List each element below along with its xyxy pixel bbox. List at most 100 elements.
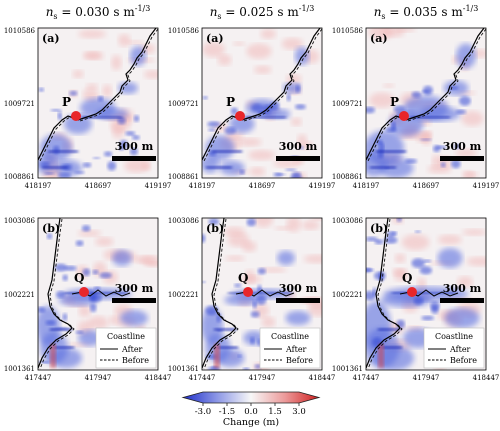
panel-b: Q (b) 300 m Coastline After Before 1003086 1002…	[4, 217, 172, 382]
y-tick-label: 1008861	[332, 173, 363, 181]
scale-bar-label: 300 m	[115, 282, 154, 295]
column-header: ns = 0.035 s m-1/3	[374, 4, 479, 21]
colorbar-tick-label: 0.0	[244, 407, 258, 417]
panel-frame	[201, 217, 323, 371]
y-tick-label: 1003086	[332, 217, 364, 225]
scale-bar	[440, 298, 484, 303]
legend-after: After	[121, 345, 143, 354]
x-tick-label: 419197	[145, 182, 172, 190]
scale-bar	[276, 298, 320, 303]
y-tick-label: 1003086	[168, 217, 200, 225]
x-tick-label: 418447	[473, 374, 500, 382]
y-tick-label: 1010586	[4, 27, 36, 35]
panel-label: (b)	[206, 222, 224, 235]
x-tick-label: 418197	[189, 182, 216, 190]
x-tick-label: 417947	[413, 374, 440, 382]
colorbar-tick-label: -3.0	[195, 407, 211, 417]
point-label: P	[62, 95, 71, 109]
coastline-before	[39, 218, 75, 370]
scale-bar	[276, 156, 320, 161]
scale-bar-label: 300 m	[443, 282, 482, 295]
scale-bar	[440, 156, 484, 161]
x-tick-label: 418447	[145, 374, 172, 382]
y-tick-label: 1010586	[332, 27, 364, 35]
coastline-after	[38, 28, 157, 161]
legend-title: Coastline	[107, 332, 145, 341]
point-q-marker	[243, 287, 253, 297]
panel-frame	[365, 217, 487, 371]
y-tick-label: 1009721	[332, 100, 363, 108]
panel-label: (a)	[42, 32, 60, 45]
x-tick-label: 419197	[309, 182, 336, 190]
panel-frame	[365, 27, 487, 179]
point-label: Q	[238, 271, 248, 285]
coastline-after	[202, 28, 321, 161]
scale-bar-label: 300 m	[279, 140, 318, 153]
panel-b: Q (b) 300 m Coastline After Before 1003086 1002…	[332, 217, 500, 382]
legend: Coastline After Before	[95, 327, 157, 369]
y-tick-label: 1009721	[4, 100, 35, 108]
x-tick-label: 417447	[189, 374, 216, 382]
y-tick-label: 1002221	[4, 291, 35, 299]
scale-bar	[112, 156, 156, 161]
panel-label: (b)	[42, 222, 60, 235]
point-label: Q	[402, 271, 412, 285]
legend-title: Coastline	[271, 332, 309, 341]
x-tick-label: 418697	[249, 182, 276, 190]
scale-bar-label: 300 m	[279, 282, 318, 295]
x-tick-label: 418697	[85, 182, 112, 190]
point-label: P	[390, 95, 399, 109]
panel-frame	[201, 27, 323, 179]
y-tick-label: 1002221	[332, 291, 363, 299]
point-q-marker	[407, 287, 417, 297]
y-tick-label: 1008861	[4, 173, 35, 181]
colorbar: -3.0 -1.5 0.0 1.5 3.0 Change (m)	[181, 391, 321, 428]
coastline-after	[202, 218, 237, 369]
x-tick-label: 418697	[413, 182, 440, 190]
colorbar-label: Change (m)	[223, 417, 279, 428]
y-tick-label: 1003086	[4, 217, 36, 225]
point-q-marker	[79, 287, 89, 297]
legend: Coastline After Before	[423, 327, 485, 369]
y-tick-label: 1009721	[168, 100, 199, 108]
panel-frame	[37, 27, 159, 179]
scale-bar-label: 300 m	[443, 140, 482, 153]
panel-label: (b)	[370, 222, 388, 235]
y-tick-label: 1010586	[168, 27, 200, 35]
colorbar-bar	[181, 391, 321, 404]
panel-label: (a)	[370, 32, 388, 45]
y-tick-label: 1001361	[168, 365, 199, 373]
y-tick-label: 1008861	[168, 173, 199, 181]
scale-bar	[112, 298, 156, 303]
point-label: P	[226, 95, 235, 109]
column-header: ns = 0.025 s m-1/3	[210, 4, 315, 21]
coastline-after	[38, 218, 73, 369]
x-tick-label: 417947	[85, 374, 112, 382]
coastline-before	[203, 218, 239, 370]
legend-after: After	[449, 345, 471, 354]
point-label: Q	[74, 271, 84, 285]
legend-after: After	[285, 345, 307, 354]
panel-frame	[37, 217, 159, 371]
colorbar-tick-label: 3.0	[292, 407, 306, 417]
legend-title: Coastline	[435, 332, 473, 341]
x-tick-label: 418197	[353, 182, 380, 190]
x-tick-label: 417947	[249, 374, 276, 382]
point-p-marker	[235, 111, 245, 121]
coastline-before	[367, 218, 403, 370]
point-p-marker	[399, 111, 409, 121]
y-tick-label: 1002221	[168, 291, 199, 299]
legend-before: Before	[122, 356, 149, 365]
x-tick-label: 419197	[473, 182, 500, 190]
panel-b: Q (b) 300 m Coastline After Before 1003086 1002…	[168, 217, 336, 382]
y-tick-label: 1001361	[4, 365, 35, 373]
colorbar-tick-label: -1.5	[219, 407, 235, 417]
scale-bar-label: 300 m	[115, 140, 154, 153]
panel-label: (a)	[206, 32, 224, 45]
legend-before: Before	[286, 356, 313, 365]
column-header: ns = 0.030 s m-1/3	[46, 4, 151, 21]
x-tick-label: 417447	[353, 374, 380, 382]
